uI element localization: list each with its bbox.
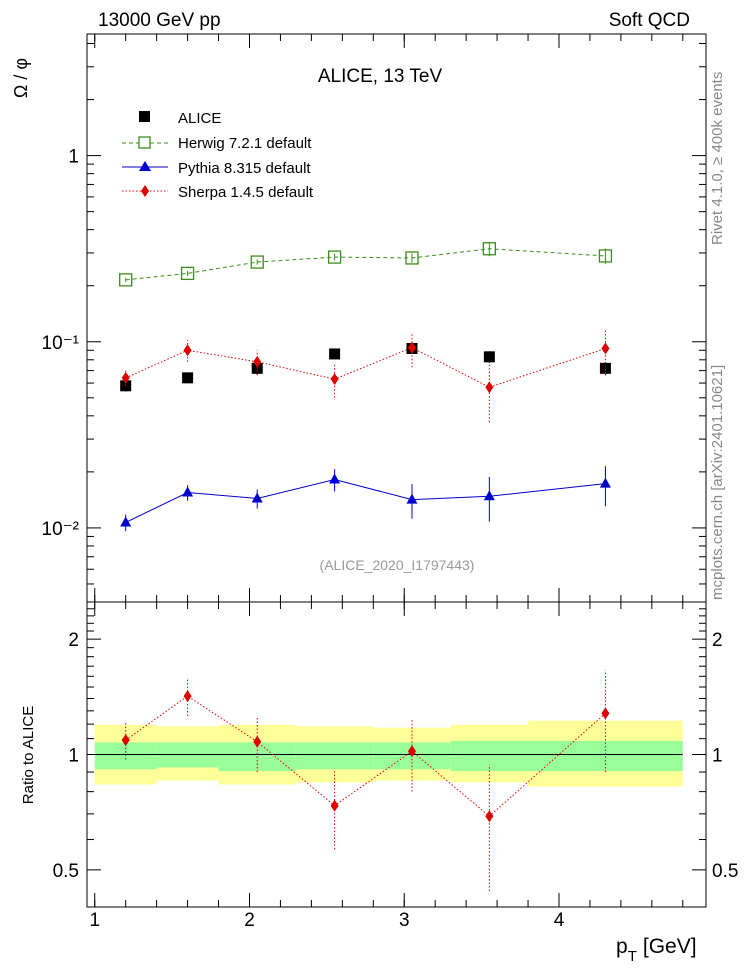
- legend-marker-alice: [139, 111, 150, 122]
- point-pythia: [120, 516, 132, 527]
- point-herwig: [119, 273, 133, 287]
- ratio-point-sherpa: [330, 799, 339, 812]
- series-pythia: [120, 466, 611, 532]
- series-line-pythia: [125, 478, 606, 523]
- main-y-tick-label: 10⁻¹: [42, 333, 80, 354]
- legend-label-alice: ALICE: [178, 110, 221, 127]
- legend-label-sherpa: Sherpa 1.4.5 default: [178, 184, 314, 201]
- ratio-y-tick-label-right: 1: [712, 746, 723, 767]
- series-alice: [120, 343, 611, 392]
- x-axis-label-p: p: [616, 935, 628, 958]
- legend-marker-herwig: [138, 136, 151, 149]
- x-tick-label: 1: [89, 910, 100, 931]
- legend: ALICE Herwig 7.2.1 default Pythia 8.315 …: [122, 110, 314, 201]
- legend-label-pythia: Pythia 8.315 default: [178, 160, 311, 177]
- ratio-point-sherpa: [601, 707, 610, 720]
- point-pythia: [599, 477, 611, 488]
- point-sherpa: [601, 342, 610, 355]
- ratio-point-sherpa: [121, 734, 130, 747]
- uncertainty-band-inner: [528, 740, 683, 772]
- x-axis-label: pT [GeV]: [616, 935, 697, 965]
- ratio-panel: 2 2 1 1 0.5 0.5 1 2 3 4 Ratio to ALICE pT [GeV]: [20, 601, 738, 965]
- ratio-point-sherpa: [485, 810, 494, 823]
- main-panel: 1 10⁻¹ 10⁻² ALICE, 13 TeV Ω / φ (ALICE_202…: [11, 33, 707, 603]
- ratio-series-sherpa: [121, 670, 610, 892]
- ratio-axis-ticks: 2 2 1 1 0.5 0.5 1 2 3 4: [53, 602, 738, 931]
- point-pythia: [251, 492, 263, 503]
- x-tick-label: 3: [399, 910, 410, 931]
- series-line-herwig: [125, 248, 606, 281]
- series-sherpa: [121, 329, 610, 423]
- point-pythia: [182, 486, 194, 497]
- side-label-mcplots: mcplots.cern.ch [arXiv:2401.10621]: [709, 365, 726, 600]
- ratio-y-tick-label-right: 0.5: [712, 861, 738, 882]
- main-y-tick-label: 1: [68, 147, 79, 168]
- main-y-tick-label: 10⁻²: [42, 519, 80, 540]
- ratio-y-tick-label-right: 2: [712, 630, 723, 651]
- ratio-point-sherpa: [407, 745, 416, 758]
- series-line-sherpa: [125, 347, 606, 388]
- plot-title: ALICE, 13 TeV: [318, 66, 443, 87]
- main-y-axis-label: Ω / φ: [11, 58, 31, 98]
- point-alice: [483, 351, 495, 363]
- ratio-uncertainty-bands: [94, 720, 683, 787]
- point-sherpa: [183, 344, 192, 357]
- x-tick-label: 2: [244, 910, 255, 931]
- point-herwig: [598, 249, 613, 263]
- legend-marker-pythia: [139, 161, 151, 171]
- point-pythia: [483, 490, 495, 501]
- point-sherpa: [485, 381, 494, 394]
- point-alice: [182, 372, 194, 384]
- ratio-y-axis-label: Ratio to ALICE: [20, 706, 37, 804]
- point-sherpa: [407, 341, 416, 354]
- point-pythia: [406, 493, 418, 504]
- point-sherpa: [330, 373, 339, 386]
- x-tick-label: 4: [554, 910, 565, 931]
- header-right: Soft QCD: [609, 10, 690, 31]
- ratio-point-sherpa: [183, 690, 192, 703]
- point-herwig: [327, 250, 342, 264]
- point-pythia: [329, 473, 341, 484]
- point-herwig: [250, 255, 264, 269]
- point-herwig: [405, 251, 419, 265]
- side-label-rivet: Rivet 4.1.0, ≥ 400k events: [709, 72, 726, 245]
- ratio-data-layer: [121, 670, 610, 892]
- point-sherpa: [121, 371, 130, 384]
- point-herwig: [180, 266, 195, 281]
- uncertainty-band-inner: [450, 740, 529, 772]
- point-herwig: [482, 242, 497, 256]
- point-alice: [329, 348, 341, 360]
- x-axis-label-subscript: T: [628, 948, 637, 965]
- series-herwig: [119, 241, 613, 287]
- ratio-point-sherpa: [253, 735, 262, 748]
- point-sherpa: [253, 355, 262, 368]
- uncertainty-band-inner: [295, 742, 374, 770]
- ratio-y-tick-label: 1: [68, 746, 79, 767]
- point-alice: [599, 362, 611, 374]
- analysis-watermark: (ALICE_2020_I1797443): [320, 557, 475, 573]
- main-data-layer: [119, 241, 613, 532]
- x-axis-label-unit: [GeV]: [643, 935, 697, 958]
- legend-label-herwig: Herwig 7.2.1 default: [178, 135, 312, 152]
- header-left: 13000 GeV pp: [98, 10, 221, 31]
- ratio-y-tick-label: 0.5: [53, 861, 79, 882]
- main-axis-ticks: 1 10⁻¹ 10⁻²: [42, 34, 706, 603]
- legend-marker-sherpa: [141, 185, 149, 197]
- ratio-y-tick-label: 2: [68, 630, 79, 651]
